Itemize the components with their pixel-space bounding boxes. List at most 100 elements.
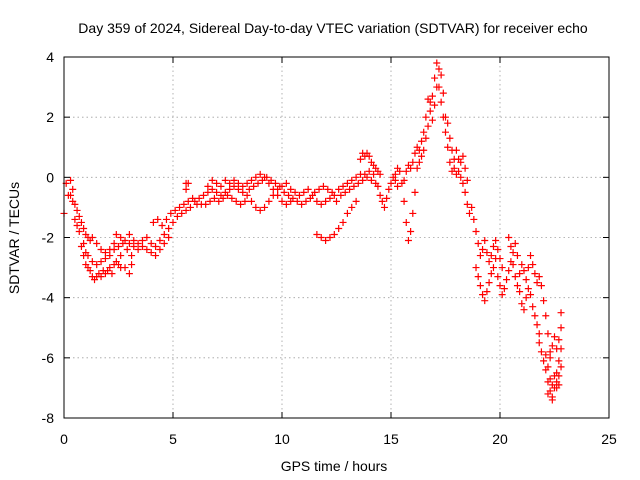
data-point xyxy=(149,218,157,226)
data-point xyxy=(343,209,351,217)
data-point xyxy=(540,297,548,305)
data-point xyxy=(481,297,489,305)
data-point xyxy=(101,249,109,257)
data-point xyxy=(431,101,439,109)
data-point xyxy=(546,375,554,383)
data-point xyxy=(424,122,432,130)
data-point xyxy=(459,179,467,187)
data-point xyxy=(280,188,288,196)
data-point xyxy=(409,158,417,166)
data-point xyxy=(476,282,484,290)
data-point xyxy=(457,173,465,181)
data-point xyxy=(239,182,247,190)
data-point xyxy=(171,206,179,214)
data-point xyxy=(548,342,556,350)
data-point xyxy=(487,252,495,260)
data-point xyxy=(265,179,273,187)
data-point xyxy=(339,218,347,226)
data-point xyxy=(516,270,524,278)
y-tick-label: 0 xyxy=(46,169,54,185)
data-point xyxy=(524,264,532,272)
data-point xyxy=(544,390,552,398)
data-point xyxy=(520,306,528,314)
data-point xyxy=(256,206,264,214)
data-point xyxy=(415,158,423,166)
data-point xyxy=(374,182,382,190)
data-point xyxy=(234,179,242,187)
data-point xyxy=(383,194,391,202)
x-tick-label: 10 xyxy=(274,431,290,447)
data-point xyxy=(208,185,216,193)
data-point xyxy=(555,357,563,365)
data-point xyxy=(154,215,162,223)
data-point xyxy=(474,273,482,281)
data-point xyxy=(75,227,83,235)
data-point xyxy=(496,255,504,263)
data-point xyxy=(435,83,443,91)
data-point xyxy=(365,152,373,160)
data-point xyxy=(123,246,131,254)
data-point xyxy=(465,209,473,217)
data-point xyxy=(531,270,539,278)
data-point xyxy=(418,137,426,145)
data-point xyxy=(520,267,528,275)
data-point xyxy=(293,197,301,205)
data-point xyxy=(461,188,469,196)
data-point xyxy=(544,330,552,338)
data-point xyxy=(483,288,491,296)
data-point xyxy=(180,200,188,208)
data-point xyxy=(494,246,502,254)
data-point xyxy=(147,240,155,248)
data-point xyxy=(167,209,175,217)
data-point xyxy=(409,209,417,217)
data-point xyxy=(485,258,493,266)
data-point xyxy=(505,267,513,275)
data-point xyxy=(404,237,412,245)
data-point xyxy=(450,164,458,172)
data-point xyxy=(173,212,181,220)
data-point xyxy=(407,227,415,235)
data-point xyxy=(385,185,393,193)
data-point xyxy=(300,188,308,196)
data-point xyxy=(134,246,142,254)
data-point xyxy=(413,164,421,172)
data-point xyxy=(439,113,447,121)
data-point xyxy=(291,188,299,196)
data-point xyxy=(326,194,334,202)
data-point xyxy=(468,203,476,211)
data-point xyxy=(213,179,221,187)
x-tick-label: 20 xyxy=(492,431,508,447)
data-point xyxy=(516,288,524,296)
data-point xyxy=(204,182,212,190)
data-point xyxy=(463,200,471,208)
data-point xyxy=(317,200,325,208)
data-point xyxy=(121,237,129,245)
data-point xyxy=(511,273,519,281)
data-point xyxy=(322,197,330,205)
data-point xyxy=(80,224,88,232)
data-point xyxy=(370,170,378,178)
data-point xyxy=(313,197,321,205)
data-point xyxy=(435,65,443,73)
data-point xyxy=(513,252,521,260)
data-point xyxy=(93,261,101,269)
data-point xyxy=(326,234,334,241)
data-point xyxy=(77,218,85,226)
axis-ticks: 0 5 10 15 20 25 -8 -6 -4 -2 0 2 4 xyxy=(42,49,617,447)
y-axis-label: SDTVAR / TECUs xyxy=(6,182,22,294)
data-point xyxy=(217,182,225,190)
data-point xyxy=(348,176,356,184)
data-point xyxy=(394,182,402,190)
data-point xyxy=(71,200,79,208)
data-point xyxy=(529,303,537,311)
x-tick-label: 15 xyxy=(383,431,399,447)
data-point xyxy=(402,167,410,175)
data-point xyxy=(282,179,290,187)
data-point xyxy=(426,107,434,115)
data-point xyxy=(428,92,436,100)
data-point xyxy=(125,230,133,238)
data-point xyxy=(472,264,480,272)
data-point xyxy=(165,234,173,241)
y-tick-label: -6 xyxy=(42,350,55,366)
data-point xyxy=(182,179,190,187)
